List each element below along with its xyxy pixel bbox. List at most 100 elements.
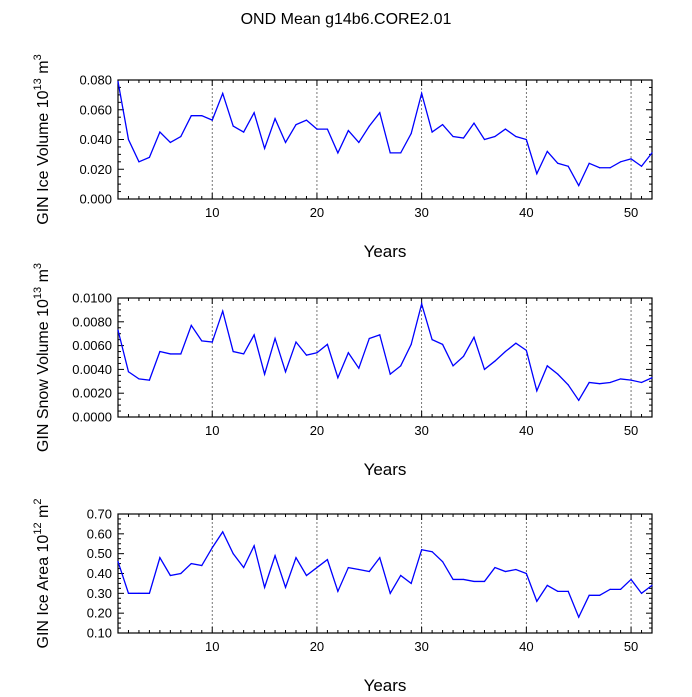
series-line-snow-volume — [117, 301, 653, 402]
y-axis-label-unit-exponent: 3 — [32, 54, 44, 60]
data-point — [201, 115, 203, 117]
y-axis-label: GIN Ice Volume 1013 m3 — [32, 54, 52, 224]
y-axis-label-main: GIN Ice Area 10 — [35, 535, 52, 649]
panel-2: 0.0000 0.0020 0.0040 0.0060 0.0080 0.0100 10 20… — [32, 263, 653, 479]
data-point — [462, 355, 465, 357]
data-point — [117, 329, 119, 331]
data-point — [578, 616, 580, 618]
y-axis-label-unit-exponent: 2 — [32, 499, 44, 505]
data-point — [441, 561, 444, 563]
y-axis-label: GIN Snow Volume 1013 m3 — [32, 263, 52, 452]
data-point — [368, 125, 370, 127]
data-point — [295, 341, 297, 343]
data-point — [400, 365, 402, 367]
data-point — [201, 340, 203, 342]
data-point — [295, 124, 297, 126]
y-tick-label: 0.0020 — [72, 386, 112, 401]
data-point — [389, 373, 391, 375]
data-point — [305, 119, 308, 121]
data-point — [525, 572, 527, 575]
data-point — [316, 352, 318, 354]
data-point — [525, 349, 527, 351]
data-point — [546, 584, 548, 587]
x-tick-label: 50 — [624, 639, 638, 654]
data-point — [431, 551, 433, 553]
data-point — [400, 152, 402, 154]
data-point — [410, 132, 412, 135]
figure-title: OND Mean g14b6.CORE2.01 — [241, 11, 452, 28]
data-point — [578, 185, 580, 187]
data-point — [180, 572, 182, 575]
data-point — [274, 555, 276, 557]
data-point — [599, 167, 601, 169]
data-point — [431, 339, 433, 341]
data-point — [462, 137, 465, 139]
data-point — [494, 360, 496, 362]
data-point — [201, 564, 203, 567]
x-axis-label: Years — [364, 676, 407, 692]
data-point — [473, 336, 475, 338]
data-point — [337, 377, 339, 379]
data-point — [452, 365, 454, 367]
x-tick-label: 30 — [414, 205, 428, 220]
data-point — [222, 310, 224, 312]
y-axis-label-exponent: 12 — [32, 522, 44, 534]
data-point — [536, 600, 538, 602]
x-tick-label: 10 — [205, 423, 219, 438]
data-point — [546, 365, 548, 367]
data-point — [515, 342, 517, 344]
y-tick-label: 0.10 — [87, 626, 112, 641]
x-tick-label: 40 — [519, 639, 533, 654]
data-point — [190, 562, 192, 565]
data-point — [609, 167, 611, 169]
data-point — [263, 147, 266, 150]
y-tick-label: 0.080 — [79, 73, 112, 88]
data-point — [473, 122, 475, 124]
data-point — [483, 580, 486, 583]
data-point — [169, 141, 171, 144]
data-point — [232, 350, 234, 353]
data-point — [441, 124, 444, 126]
plot-frame — [117, 297, 653, 418]
y-axis-label-exponent: 13 — [32, 78, 44, 90]
data-point — [169, 353, 171, 355]
data-point — [389, 152, 391, 154]
data-point — [284, 371, 287, 373]
data-point — [588, 594, 590, 596]
data-point — [609, 588, 611, 590]
data-point — [483, 138, 486, 141]
data-point — [326, 128, 329, 130]
data-point — [190, 115, 192, 117]
data-point — [159, 557, 161, 559]
x-tick-label: 20 — [310, 639, 324, 654]
y-tick-label: 0.0080 — [72, 314, 112, 329]
data-point — [326, 343, 329, 346]
data-point — [494, 135, 496, 138]
x-tick-label: 50 — [624, 423, 638, 438]
data-point — [619, 588, 622, 590]
data-point — [305, 354, 308, 356]
y-axis-label-main: GIN Snow Volume 10 — [35, 299, 52, 452]
data-point — [651, 584, 653, 587]
data-point — [148, 156, 151, 158]
data-point — [452, 578, 454, 581]
data-point — [483, 368, 486, 370]
series-line-ice-area — [117, 530, 653, 619]
y-tick-label: 0.30 — [87, 586, 112, 601]
y-tick-label: 0.020 — [79, 162, 112, 177]
data-point — [263, 586, 266, 588]
plot-frame — [117, 513, 653, 634]
y-tick-label: 0.20 — [87, 606, 112, 621]
data-point — [169, 574, 171, 577]
x-tick-label: 10 — [205, 205, 219, 220]
data-point — [578, 399, 580, 401]
data-point — [557, 162, 559, 164]
x-axis-label: Years — [364, 460, 407, 479]
data-point — [358, 568, 360, 571]
data-point — [358, 367, 360, 369]
y-tick-label: 0.60 — [87, 526, 112, 541]
data-point — [421, 303, 423, 305]
data-point — [400, 574, 402, 577]
data-point — [284, 586, 287, 588]
data-point — [347, 566, 349, 569]
